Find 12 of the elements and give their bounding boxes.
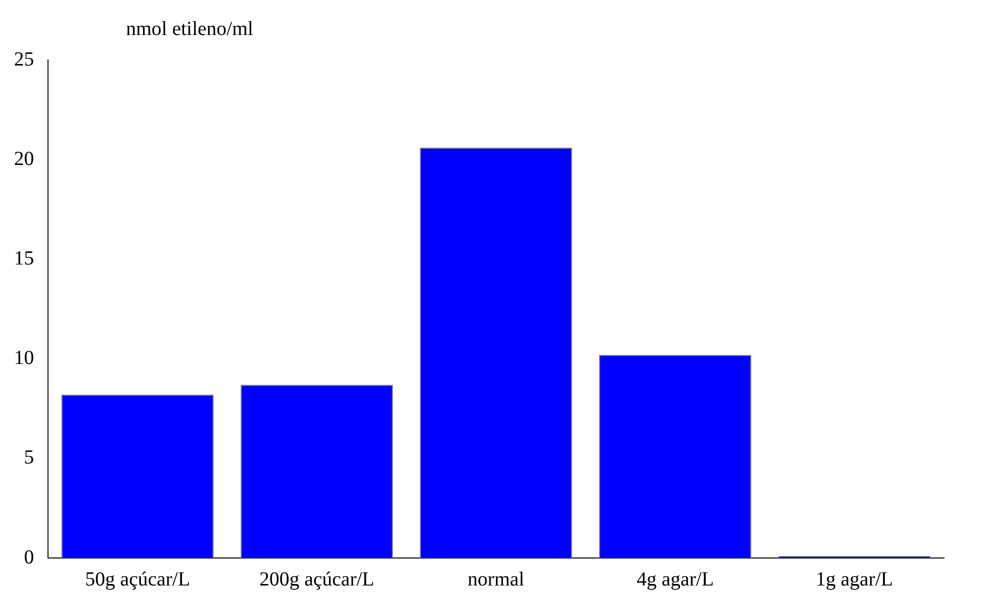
y-tick-label: 25 bbox=[14, 48, 34, 70]
x-tick-label: 4g agar/L bbox=[636, 568, 714, 590]
y-tick-label: 15 bbox=[14, 247, 34, 270]
y-axis-title: nmol etileno/ml bbox=[126, 18, 254, 41]
y-tick-label: 10 bbox=[14, 347, 34, 370]
x-tick-label: 1g agar/L bbox=[816, 568, 893, 590]
y-tick-label: 20 bbox=[14, 148, 34, 170]
x-tick-label: normal bbox=[468, 568, 525, 590]
x-tick-label: 200g açúcar/L bbox=[259, 568, 374, 590]
y-tick-label: 0 bbox=[24, 546, 34, 568]
y-tick-label: 5 bbox=[24, 446, 34, 469]
x-tick-label: 50g açúcar/L bbox=[85, 568, 190, 590]
